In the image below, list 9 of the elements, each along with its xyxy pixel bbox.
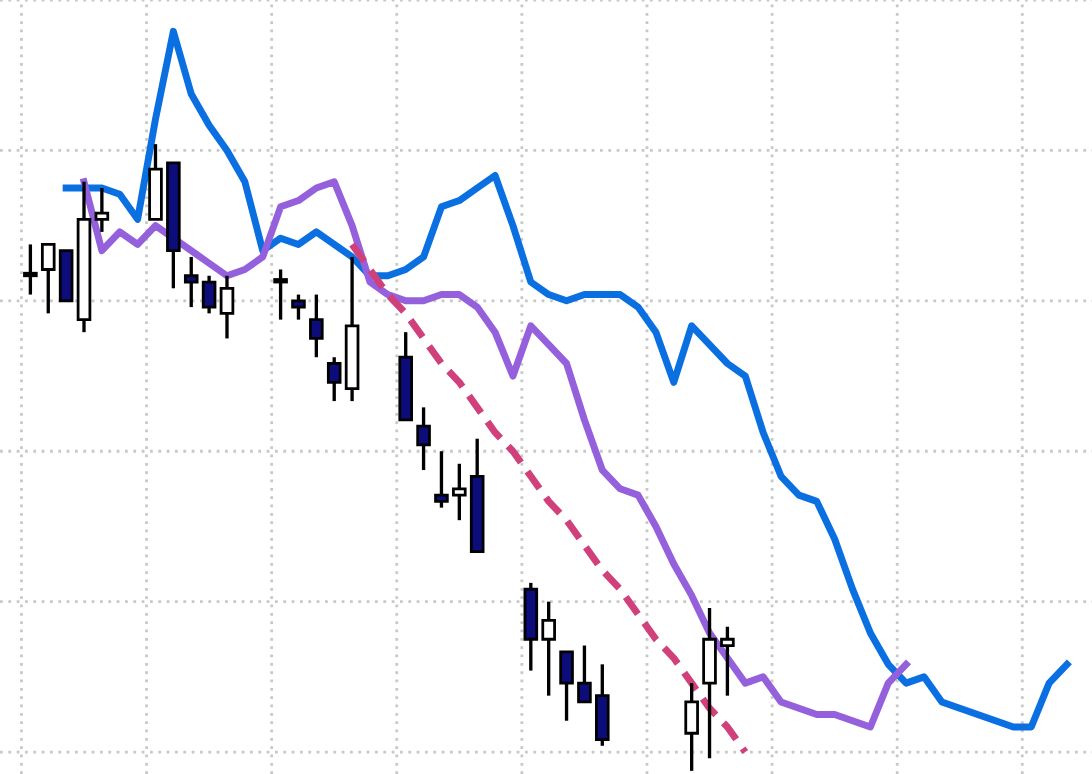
candlestick [219, 274, 235, 341]
candlestick [684, 681, 699, 773]
candlestick [291, 292, 306, 322]
candlestick [23, 242, 38, 297]
candlestick [416, 405, 431, 472]
candlestick [309, 292, 324, 359]
candlestick [94, 186, 110, 234]
candlestick [326, 355, 342, 403]
candlestick [273, 267, 288, 322]
